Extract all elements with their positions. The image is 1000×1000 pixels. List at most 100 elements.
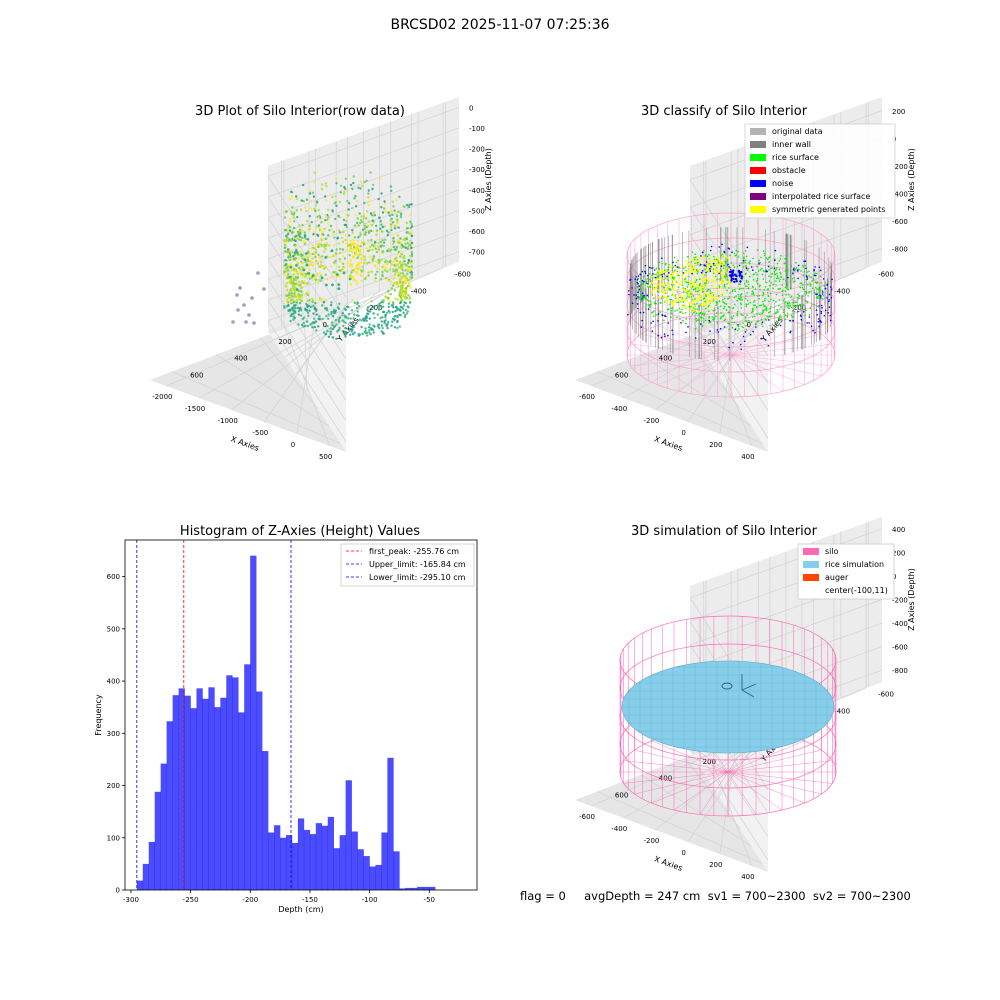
classify-noise-point <box>828 299 830 301</box>
classify-symmetric-point <box>723 288 726 291</box>
raw-point <box>355 322 358 325</box>
classify-xaxis-label: X Axies <box>653 434 684 453</box>
raw-point <box>367 326 371 329</box>
classify-symmetric-point <box>664 281 667 284</box>
raw-point <box>300 323 304 327</box>
classify-rice-point <box>745 259 747 262</box>
classify-rice-point <box>719 278 721 280</box>
classify-noise-point <box>750 266 753 268</box>
classify-noise-point <box>739 343 742 346</box>
classify-symmetric-point <box>690 307 693 310</box>
raw-point <box>303 282 307 286</box>
raw-point <box>381 332 385 335</box>
classify-symmetric-point <box>705 292 708 295</box>
classify-rice-point <box>801 286 804 289</box>
classify-rice-point <box>785 279 787 282</box>
simulation-zaxis-label: Z Axies (Depth) <box>907 568 916 631</box>
classify-rice-point <box>688 306 691 308</box>
raw-grid-z <box>267 279 347 401</box>
raw-point <box>297 323 300 326</box>
classify-rice-point <box>681 308 683 311</box>
raw-point <box>363 330 366 334</box>
classify-rice-point <box>794 301 796 304</box>
classify-rice-point <box>762 293 765 295</box>
classify-rice-point <box>790 314 793 317</box>
classify-symmetric-point <box>715 286 718 289</box>
classify-rice-point <box>744 320 747 322</box>
classify-noise-point <box>723 326 726 328</box>
raw-point <box>293 226 296 230</box>
raw-point <box>349 239 352 243</box>
classify-rice-point <box>762 300 764 303</box>
raw-point <box>402 311 405 314</box>
classify-symmetric-point <box>714 290 717 293</box>
raw-point <box>305 198 309 201</box>
classify-rice-point <box>731 321 733 324</box>
classify-rice-point <box>762 325 764 328</box>
raw-point <box>356 256 359 260</box>
classify-symmetric-point <box>705 298 708 301</box>
classify-symmetric-point <box>682 299 685 302</box>
classify-rice-point <box>695 269 698 271</box>
simulation-silo-spoke <box>727 771 757 815</box>
raw-point <box>390 304 393 307</box>
classify-silo-spoke <box>703 354 732 396</box>
raw-point <box>303 280 306 283</box>
histogram-bar <box>196 688 203 890</box>
simulation-center-marker <box>721 682 733 690</box>
raw-point <box>391 320 394 323</box>
raw-point <box>399 288 403 292</box>
classify-rice-point <box>788 293 790 296</box>
raw-point <box>313 247 316 250</box>
classify-rice-point <box>709 290 712 292</box>
classify-noise-point <box>821 307 823 309</box>
classify-rice-point <box>730 262 733 264</box>
raw-point <box>400 212 403 216</box>
raw-point <box>395 247 399 251</box>
raw-point <box>312 312 315 315</box>
classify-rice-point <box>739 295 742 298</box>
raw-point <box>317 216 320 219</box>
classify-rice-point <box>663 279 665 281</box>
raw-point <box>372 306 375 309</box>
classify-symmetric-point <box>722 281 725 284</box>
histogram-bar <box>160 763 167 890</box>
raw-point <box>381 225 385 229</box>
raw-point <box>318 256 321 260</box>
classify-noise-point <box>820 310 822 313</box>
raw-point <box>390 209 393 212</box>
classify-noise-point <box>735 280 738 283</box>
classify-rice-point <box>775 320 778 323</box>
raw-point <box>379 316 382 320</box>
classify-symmetric-point <box>653 288 655 291</box>
classify-noise-point <box>641 279 644 282</box>
classify-rice-point <box>800 303 802 306</box>
simulation-silo-spoke <box>727 771 805 804</box>
classify-ztick-label: 200 <box>892 108 905 116</box>
classify-noise-point <box>628 293 630 296</box>
classify-rice-point <box>716 301 718 304</box>
raw-point <box>359 250 362 253</box>
raw-point <box>363 227 367 230</box>
raw-point <box>292 273 295 276</box>
classify-symmetric-point <box>708 301 711 304</box>
raw-point <box>303 242 306 245</box>
classify-legend-swatch <box>750 128 766 135</box>
classify-noise-point <box>671 329 673 332</box>
classify-rice-point <box>693 256 695 259</box>
classify-rice-point <box>696 308 699 310</box>
raw-point <box>308 215 311 218</box>
raw-point <box>360 215 363 218</box>
classify-noise-point <box>700 255 702 257</box>
raw-point <box>327 313 330 316</box>
classify-rice-point <box>649 286 652 289</box>
raw-point <box>368 255 372 258</box>
raw-point <box>402 280 405 283</box>
histogram-bar <box>321 825 329 890</box>
raw-point <box>342 262 345 265</box>
classify-noise-point <box>829 319 832 322</box>
raw-point <box>341 311 344 315</box>
raw-point <box>367 203 370 206</box>
raw-point <box>395 245 398 249</box>
classify-noise-point <box>826 284 828 286</box>
